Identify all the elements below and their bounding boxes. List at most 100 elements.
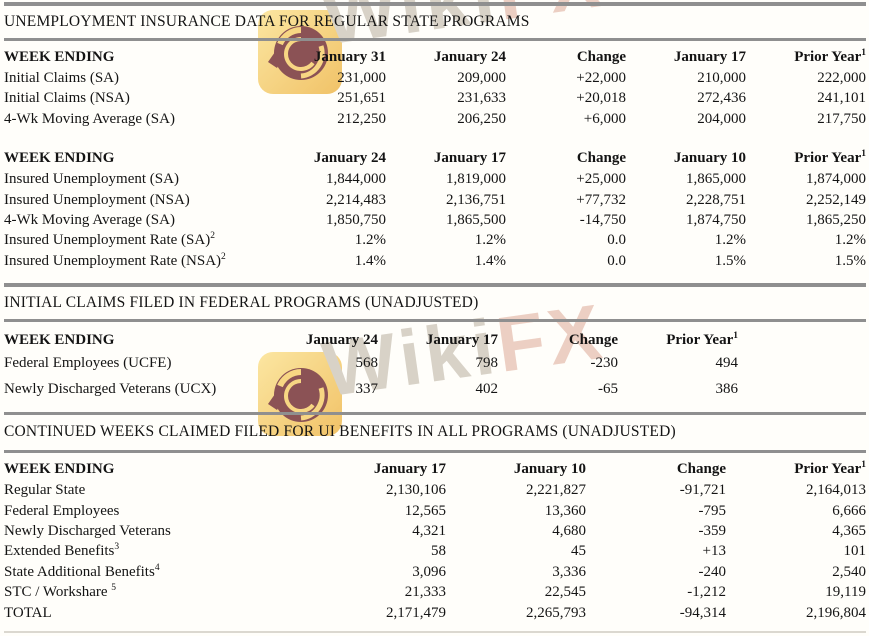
cell-value: 2,228,751	[626, 190, 746, 210]
cell-value: 2,214,483	[266, 190, 386, 210]
cell-value: +25,000	[506, 169, 626, 189]
cell-value-text: 231,633	[457, 90, 506, 107]
section-title-federal-programs: INITIAL CLAIMS FILED IN FEDERAL PROGRAMS…	[4, 294, 479, 312]
column-header-text: January 10	[673, 150, 746, 167]
cell-value-text: 241,101	[817, 90, 866, 107]
cell-value-text: 58	[431, 543, 446, 560]
footnote-marker: 4	[154, 562, 160, 573]
cell-value: 0.0	[506, 251, 626, 271]
column-header-text: January 10	[513, 461, 586, 478]
cell-value: +13	[586, 541, 726, 561]
cell-value-text: -230	[590, 355, 619, 372]
cell-value-text: +77,732	[576, 191, 626, 208]
week-ending-header-text: WEEK ENDING	[4, 49, 115, 65]
row-label: Insured Unemployment Rate (NSA)2	[4, 251, 266, 271]
table-header-row: WEEK ENDING January 24 January 17 Change Pri…	[4, 330, 738, 351]
cell-value-text: 3,096	[412, 563, 446, 580]
column-header: Prior Year1	[746, 47, 866, 68]
cell-value: -359	[586, 521, 727, 541]
table-row: Initial Claims (SA) 231,000 209,000 +22,000…	[4, 68, 866, 88]
cell-value-text: 2,171,479	[386, 604, 446, 621]
cell-value-text: -1,212	[687, 584, 726, 601]
cell-value-text: 568	[355, 355, 379, 372]
cell-value: 3,336	[446, 562, 586, 582]
cell-value-text: 1,865,000	[686, 171, 746, 188]
cell-value-text: +25,000	[576, 171, 626, 188]
column-header: Change	[506, 148, 626, 169]
table-initial-claims-regular-state: WEEK ENDING January 31 January 24 Change Jan…	[4, 47, 866, 129]
column-header: January 24	[266, 148, 386, 169]
cell-value: -230	[498, 351, 619, 377]
cell-value: -65	[498, 377, 618, 403]
divider	[4, 283, 866, 288]
cell-value: 212,250	[266, 109, 386, 129]
cell-value: 1.2%	[746, 230, 866, 250]
cell-value: 494	[618, 351, 739, 377]
footnote-marker: 2	[221, 251, 226, 262]
cell-value: -94,314	[586, 603, 726, 623]
cell-value-text: 494	[715, 355, 739, 372]
table-row: Insured Unemployment (NSA) 2,214,483 2,136…	[4, 190, 866, 210]
table-row: TOTAL 2,171,479 2,265,793 -94,314 2,196,804	[4, 603, 866, 623]
cell-value: 4,321	[306, 521, 446, 541]
cell-value-text: 4,365	[832, 523, 866, 540]
row-label: Initial Claims (SA)	[4, 68, 266, 88]
cell-value: 2,164,013	[726, 480, 866, 500]
cell-value: 2,130,106	[306, 480, 446, 500]
cell-value: 402	[378, 377, 499, 403]
column-header: January 17	[626, 47, 746, 68]
row-label-text: 4-Wk Moving Average (SA)	[4, 110, 175, 127]
divider	[4, 38, 866, 41]
cell-value-text: 206,250	[457, 110, 506, 127]
cell-value: 1,844,000	[266, 169, 386, 189]
column-header: Change	[498, 330, 618, 351]
cell-value: +22,000	[506, 68, 626, 88]
cell-value: -240	[586, 562, 727, 582]
cell-value-text: 222,000	[817, 70, 866, 86]
divider-top	[4, 2, 866, 6]
column-header-text: Change	[676, 461, 726, 478]
cell-value-text: +6,000	[583, 110, 626, 127]
cell-value-text: 1,865,500	[446, 212, 506, 229]
column-header-text: January 17	[425, 332, 498, 349]
cell-value-text: 1.4%	[474, 252, 506, 269]
row-label-text: Insured Unemployment (SA)	[4, 171, 179, 188]
cell-value: 1,865,500	[386, 210, 506, 230]
cell-value: 2,265,793	[446, 603, 586, 623]
cell-value-text: 2,164,013	[806, 482, 866, 499]
footnote-marker: 2	[210, 231, 215, 242]
column-header: Prior Year1	[618, 330, 738, 351]
column-header-text: Change	[576, 150, 626, 167]
column-header-text: January 24	[313, 150, 386, 167]
cell-value: 1,850,750	[266, 210, 386, 230]
cell-value-text: 1.2%	[354, 232, 386, 249]
cell-value-text: 2,130,106	[386, 482, 446, 499]
cell-value-text: 272,436	[697, 90, 746, 107]
column-header-text: Change	[576, 49, 626, 65]
row-label-text: TOTAL	[4, 604, 52, 621]
cell-value: 1.4%	[266, 251, 386, 271]
row-label-text: Insured Unemployment Rate (SA)	[4, 232, 211, 249]
cell-value-text: 231,000	[337, 70, 386, 86]
row-label: State Additional Benefits4	[4, 562, 306, 582]
column-header: January 24	[386, 47, 506, 68]
row-label: Insured Unemployment Rate (SA)2	[4, 230, 266, 250]
cell-value: 272,436	[626, 88, 746, 108]
cell-value-text: 2,265,793	[526, 604, 586, 621]
cell-value: 12,565	[306, 501, 446, 521]
table-header-row: WEEK ENDING January 31 January 24 Change Jan…	[4, 47, 866, 68]
column-header: January 24	[258, 330, 378, 351]
row-label-text: Initial Claims (NSA)	[4, 90, 130, 107]
cell-value: 1,865,250	[746, 210, 866, 230]
row-label-text: Federal Employees (UCFE)	[4, 355, 172, 372]
column-header-text: January 17	[433, 150, 506, 167]
footnote-marker: 1	[861, 149, 866, 160]
section-title-regular-state-programs: UNEMPLOYMENT INSURANCE DATA FOR REGULAR …	[4, 13, 530, 30]
cell-value-text: 21,333	[404, 584, 446, 601]
cell-value: 1.2%	[386, 230, 506, 250]
cell-value-text: -94,314	[679, 604, 726, 621]
column-header-text: Prior Year	[794, 49, 862, 65]
cell-value: 204,000	[626, 109, 746, 129]
cell-value-text: 212,250	[337, 110, 386, 127]
